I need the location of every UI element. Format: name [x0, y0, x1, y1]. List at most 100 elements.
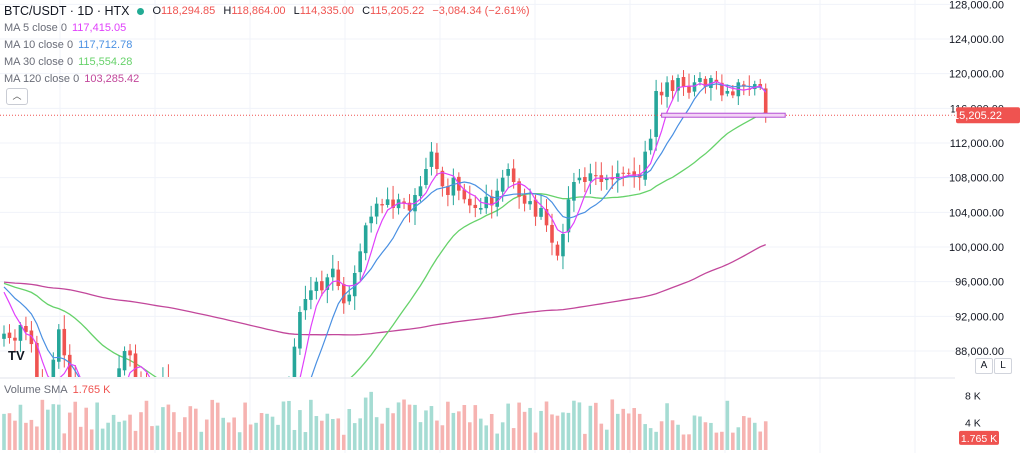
volume-bar [731, 432, 735, 450]
price-tick-label: 88,000.00 [955, 346, 1004, 358]
volume-bar [331, 419, 335, 450]
volume-bar [626, 413, 631, 450]
candle [605, 174, 609, 190]
volume-bar [35, 426, 39, 450]
volume-bar [2, 413, 6, 450]
volume-bar [391, 413, 395, 450]
ma120-line [3, 244, 766, 336]
candle [621, 166, 626, 187]
symbol-title[interactable]: BTC/USDT · 1D · HTX [4, 4, 130, 18]
volume-bar [402, 399, 406, 450]
volume-bars [2, 391, 768, 450]
candle [418, 176, 423, 202]
candle [544, 199, 549, 232]
candle [720, 74, 724, 102]
volume-bar [248, 424, 253, 450]
candle [2, 325, 6, 347]
volume-bar [188, 406, 193, 450]
volume-bar [303, 432, 308, 450]
ma120-legend[interactable]: MA 120 close 0 103,285.42 [4, 73, 140, 85]
ma5-legend[interactable]: MA 5 close 0 117,415.05 [4, 22, 127, 34]
candle [380, 198, 384, 214]
last-price-tag [956, 107, 1020, 124]
volume-bar [489, 413, 494, 450]
ma30-path [3, 111, 766, 377]
candle [506, 163, 510, 188]
ma10-line [3, 83, 767, 377]
volume-bar [550, 414, 554, 450]
candle [648, 129, 653, 155]
volume-bar [259, 413, 264, 450]
candle [374, 197, 379, 225]
candle [670, 75, 675, 101]
volume-bar [594, 402, 598, 450]
volume-bar [742, 416, 746, 450]
volume-bar [243, 402, 247, 450]
price-tick-label: 100,000.00 [949, 242, 1004, 254]
price-axis[interactable]: 128,000.00124,000.00120,000.00116,000.00… [948, 0, 1024, 453]
candle [309, 276, 313, 310]
candle [440, 166, 445, 197]
log-scale-button[interactable]: L [994, 358, 1012, 374]
volume-bar [703, 422, 708, 450]
candle [385, 187, 390, 208]
ma10-legend[interactable]: MA 10 close 0 117,712.78 [4, 39, 133, 51]
candle [320, 270, 324, 297]
candle [133, 344, 138, 377]
volume-bar [29, 419, 34, 450]
candle [599, 162, 604, 191]
candle [583, 167, 587, 193]
volume-bar [588, 405, 593, 450]
ohlc-values: O118,294.85 H118,864.00 L114,335.00 C115… [152, 5, 530, 17]
candle [140, 371, 142, 377]
candle [172, 380, 176, 408]
candle [468, 185, 472, 214]
volume-bar [62, 433, 67, 450]
volume-bar [292, 429, 297, 450]
candle [336, 261, 341, 291]
tradingview-logo-icon[interactable]: TV [8, 348, 25, 363]
volume-bar [363, 397, 368, 450]
candle [742, 80, 746, 96]
candle [178, 394, 182, 412]
volume-bar [610, 399, 615, 450]
candle [709, 75, 713, 101]
collapse-legend-button[interactable]: ︿ [6, 88, 28, 105]
volume-bar [720, 431, 724, 450]
volume-bar [473, 405, 478, 450]
price-tick-label: 112,000.00 [950, 138, 1004, 150]
volume-bar [270, 416, 275, 450]
ma30-legend[interactable]: MA 30 close 0 115,554.28 [4, 56, 133, 68]
volume-bar [309, 399, 313, 450]
volume-bar [89, 429, 94, 450]
candle [51, 352, 56, 377]
candle [478, 197, 483, 215]
volume-bar [265, 413, 269, 450]
volume-bar [358, 418, 362, 450]
volume-bar [687, 434, 691, 450]
volume-bar [506, 403, 510, 450]
volume-bar [654, 431, 658, 450]
candle [369, 205, 373, 233]
support-box[interactable] [661, 112, 786, 118]
volume-bar [57, 404, 61, 450]
candle [654, 79, 658, 151]
volume-bar [128, 414, 132, 450]
candle [473, 195, 478, 218]
support-level[interactable] [0, 112, 955, 118]
volume-bar [676, 424, 680, 450]
candle [747, 75, 752, 96]
volume-bar [204, 419, 209, 450]
candle [24, 316, 28, 341]
candle [156, 386, 160, 406]
volume-bar [714, 432, 719, 450]
auto-scale-button[interactable]: A [975, 358, 993, 374]
candle [528, 188, 532, 210]
volume-bar [369, 391, 373, 450]
candle [7, 324, 12, 344]
volume-bar [336, 418, 341, 450]
volume-bar [665, 403, 669, 450]
candle [331, 254, 335, 291]
candle [566, 186, 571, 243]
